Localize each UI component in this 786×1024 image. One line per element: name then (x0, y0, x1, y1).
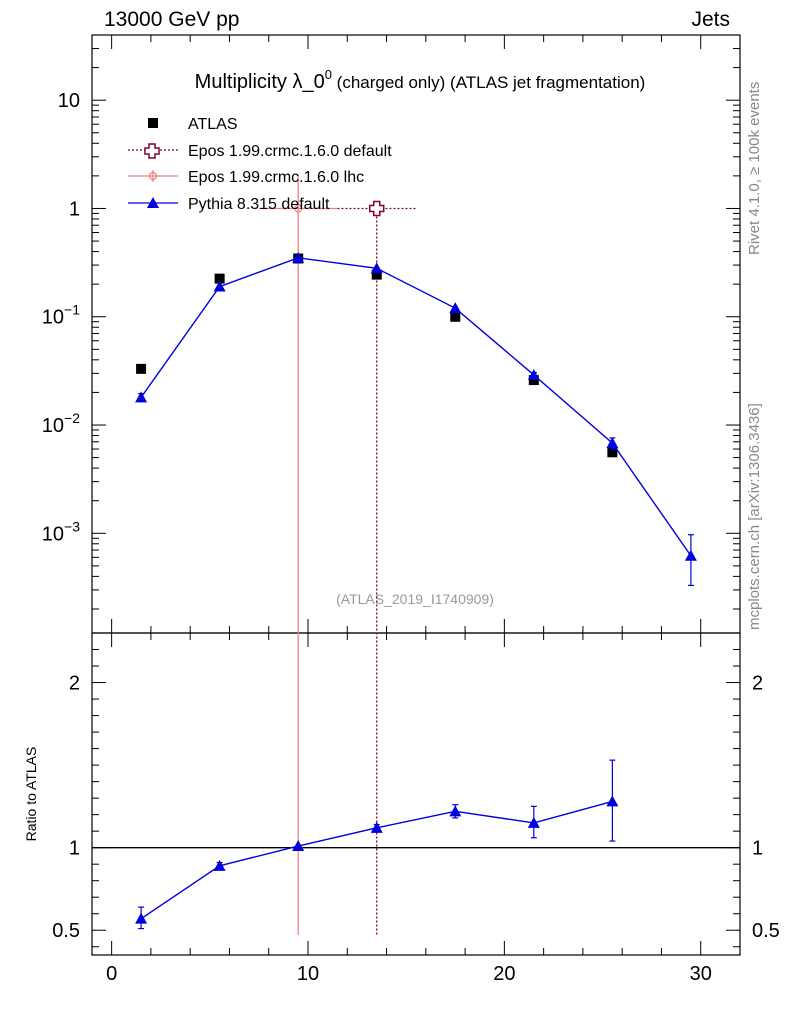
atlas-point (607, 447, 618, 458)
legend-marker-atlas (148, 118, 158, 128)
beam-energy-label: 13000 GeV pp (104, 8, 240, 31)
legend-label-atlas: ATLAS (188, 116, 238, 133)
atlas-point (371, 269, 382, 280)
pythia-point (527, 368, 540, 380)
ratio-y-tick-label-right: 1 (752, 838, 763, 860)
ratio-y-tick-label: 0.5 (52, 920, 80, 942)
ratio-plot-frame (91, 632, 741, 956)
main-y-tick-label: 10−3 (42, 518, 80, 545)
atlas-point (528, 375, 539, 386)
legend-label-epos-default: Epos 1.99.crmc.1.6.0 default (188, 143, 392, 160)
main-y-tick-label: 10−1 (42, 302, 80, 329)
ratio-pythia-point (135, 912, 148, 924)
x-tick-label: 20 (493, 963, 515, 985)
ratio-y-tick-label: 2 (69, 673, 80, 695)
pythia-line (140, 257, 692, 557)
main-y-tick-label: 1 (69, 198, 80, 220)
x-tick-label: 0 (106, 963, 117, 985)
main-y-tick-label: 10−2 (42, 410, 80, 437)
main-y-tick-label: 10 (58, 90, 80, 112)
ratio-y-tick-label-right: 2 (752, 673, 763, 695)
pythia-point (135, 391, 148, 403)
process-label: Jets (691, 8, 730, 31)
epos-default-point (368, 200, 385, 217)
atlas-point (214, 273, 225, 284)
pythia-point (684, 549, 697, 561)
ratio-pythia-point (449, 805, 462, 817)
pythia-point (606, 437, 619, 449)
pythia-point (292, 251, 305, 263)
pythia-point (449, 302, 462, 314)
ratio-pythia-point (213, 859, 226, 871)
legend: ATLAS Epos 1.99.crmc.1.6.0 default Epos … (128, 116, 392, 213)
ratio-pythia-point (370, 821, 383, 833)
legend-label-pythia: Pythia 8.315 default (188, 196, 330, 213)
pythia-point (213, 280, 226, 292)
legend-label-epos-lhc: Epos 1.99.crmc.1.6.0 lhc (188, 169, 364, 186)
chart-title: Multiplicity λ_00 (charged only) (ATLAS … (195, 67, 646, 93)
legend-marker-epos-default (144, 143, 160, 159)
pythia-point (370, 262, 383, 274)
x-tick-label: 30 (690, 963, 712, 985)
atlas-point (136, 363, 147, 374)
ratio-y-axis-label: Ratio to ATLAS (23, 747, 39, 842)
atlas-point (450, 311, 461, 322)
legend-marker-pythia (147, 197, 159, 208)
ratio-pythia-point (527, 816, 540, 828)
ratio-y-tick-label: 1 (69, 838, 80, 860)
epos-lhc-point (294, 204, 303, 213)
ratio-y-tick-label-right: 0.5 (752, 920, 780, 942)
x-tick-label: 10 (297, 963, 319, 985)
ratio-pythia-point (606, 795, 619, 807)
ratio-pythia-point (292, 840, 305, 852)
analysis-watermark: (ATLAS_2019_I1740909) (336, 591, 494, 607)
